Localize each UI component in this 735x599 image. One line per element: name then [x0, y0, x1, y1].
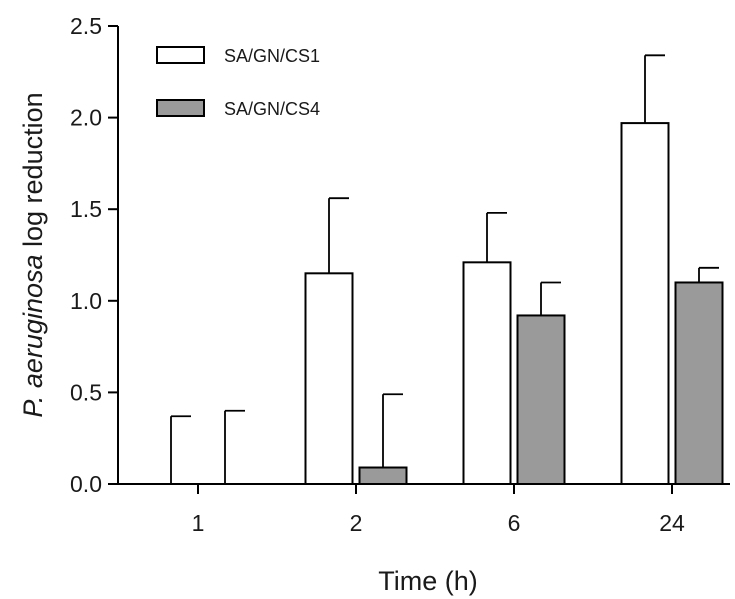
- y-axis: 0.0 0.5 1.0 1.5 2.0 2.5: [70, 13, 119, 497]
- x-tick-label: 1: [192, 510, 205, 536]
- legend-swatch: [156, 99, 205, 117]
- y-tick-label: 1.5: [70, 196, 102, 222]
- error-bar: [170, 415, 191, 484]
- y-axis-title-rest: log reduction: [18, 92, 48, 254]
- error-bar: [644, 54, 665, 124]
- y-ticks: 0.0 0.5 1.0 1.5 2.0 2.5: [70, 13, 118, 497]
- legend-label: SA/GN/CS4: [224, 99, 320, 119]
- error-bar: [486, 211, 507, 263]
- bar-cs4: [516, 314, 566, 485]
- x-axis-title: Time (h): [378, 566, 478, 596]
- y-axis-title: P. aeruginosa log reduction: [18, 92, 48, 417]
- x-axis: 1 2 6 24: [118, 483, 730, 536]
- error-bar: [224, 409, 245, 484]
- y-tick-label: 2.5: [70, 13, 102, 39]
- bar-cs1: [304, 272, 354, 485]
- error-bar: [540, 281, 561, 316]
- bar-cs1: [620, 122, 670, 485]
- y-tick-label: 1.0: [70, 288, 102, 314]
- y-tick-label: 0.0: [70, 471, 102, 497]
- bar-cs1: [462, 261, 512, 485]
- x-ticks: 1 2 6 24: [192, 484, 685, 536]
- x-tick-label: 24: [659, 510, 685, 536]
- bar-cs4: [358, 466, 408, 485]
- legend: SA/GN/CS1 SA/GN/CS4: [156, 46, 320, 119]
- bars: [304, 122, 724, 486]
- bar-cs4: [674, 281, 724, 486]
- y-tick-label: 0.5: [70, 379, 102, 405]
- error-bar: [328, 197, 349, 274]
- legend-label: SA/GN/CS1: [224, 46, 320, 66]
- x-tick-label: 6: [508, 510, 521, 536]
- error-bar: [382, 393, 403, 468]
- error-bar: [698, 266, 719, 283]
- error-bars: [170, 54, 719, 484]
- y-tick-label: 2.0: [70, 105, 102, 131]
- x-tick-label: 2: [350, 510, 363, 536]
- legend-swatch: [156, 46, 205, 64]
- y-axis-title-italic: P. aeruginosa: [18, 254, 48, 417]
